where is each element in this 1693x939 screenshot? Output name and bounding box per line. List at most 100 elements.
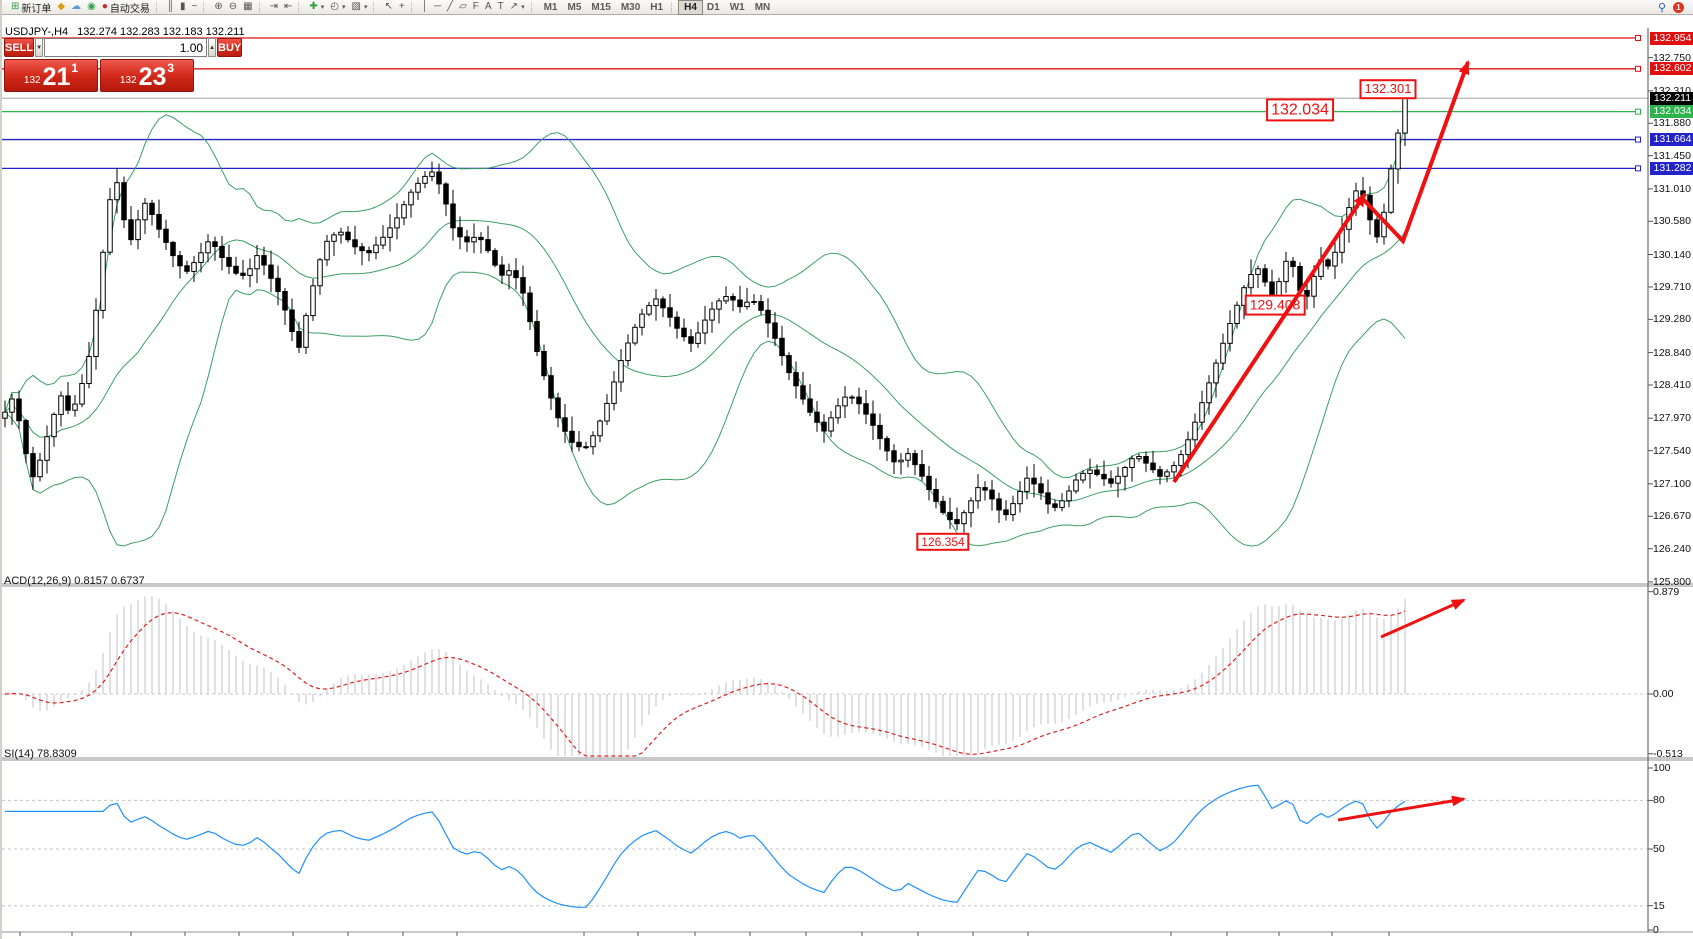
toolbar-separator bbox=[298, 1, 303, 13]
arrows-button[interactable]: ↗ ▾ bbox=[507, 1, 528, 14]
timeframe-H4[interactable]: H4 bbox=[678, 0, 703, 15]
timeframe-M5[interactable]: M5 bbox=[567, 1, 582, 13]
community-button[interactable]: ☁ bbox=[68, 1, 84, 14]
price-annotation-132.034[interactable]: 132.034 bbox=[1266, 98, 1334, 122]
macd-legend: ACD(12,26,9) 0.8157 0.6737 bbox=[4, 575, 145, 587]
volume-decrease-button[interactable]: ▼ bbox=[35, 38, 44, 57]
volume-increase-button[interactable]: ▲ bbox=[208, 38, 217, 57]
gold-button[interactable]: ◆ bbox=[54, 1, 68, 14]
sell-button[interactable]: SELL bbox=[4, 38, 35, 57]
vertical-line-button[interactable]: │ bbox=[419, 1, 431, 14]
indicators-button[interactable]: ✚ ▾ bbox=[306, 1, 327, 14]
zoom-out-button[interactable]: ⊖ bbox=[226, 1, 240, 14]
symbol-period-label: USDJPY-,H4 bbox=[5, 26, 69, 38]
cursor-icon: ↖ bbox=[384, 1, 393, 12]
timeframe-D1[interactable]: D1 bbox=[706, 1, 720, 13]
dropdown-caret-icon: ▾ bbox=[363, 4, 368, 11]
ask-fraction: 3 bbox=[167, 61, 175, 75]
timeframe-MN[interactable]: MN bbox=[754, 1, 771, 13]
time-axis[interactable] bbox=[2, 921, 1648, 939]
ask-pips: 23 bbox=[138, 63, 167, 91]
ask-big-figure: 132 bbox=[119, 75, 137, 86]
tile-windows-button[interactable]: ▦ bbox=[240, 1, 255, 14]
dropdown-caret-icon: ▾ bbox=[341, 4, 346, 11]
periods-button[interactable]: ◴ ▾ bbox=[327, 1, 348, 14]
crosshair-icon: + bbox=[398, 1, 405, 12]
notifications-icon[interactable]: 1 bbox=[1673, 1, 1684, 13]
text-icon: A bbox=[484, 1, 492, 12]
chart-title: USDJPY-,H4 132.274 132.283 132.183 132.21… bbox=[5, 26, 245, 38]
one-click-trading-panel: SELL ▼ ▲ BUY 132 21 1 132 23 3 bbox=[4, 38, 243, 92]
search-icon[interactable]: ⚲ bbox=[1657, 1, 1666, 14]
text-label-icon: T bbox=[497, 1, 504, 12]
dropdown-caret-icon: ▾ bbox=[320, 4, 325, 11]
zoom-in-icon: ⊕ bbox=[214, 1, 223, 12]
trend-arrows bbox=[1172, 60, 1470, 822]
signals-icon: ◉ bbox=[87, 1, 96, 12]
horizontal-line-icon: ─ bbox=[433, 1, 442, 12]
buy-button[interactable]: BUY bbox=[217, 38, 243, 57]
toolbar-separator bbox=[155, 1, 161, 13]
price-annotation-126.354[interactable]: 126.354 bbox=[916, 532, 970, 552]
equidistant-channel-icon: ▱ bbox=[459, 1, 467, 12]
timeframe-M15[interactable]: M15 bbox=[591, 1, 611, 13]
autotrading-button[interactable]: ● 自动交易 bbox=[99, 1, 153, 15]
ohlc-values: 132.274 132.283 132.183 132.211 bbox=[77, 26, 245, 38]
ask-price-tile[interactable]: 132 23 3 bbox=[100, 59, 194, 92]
volume-input[interactable] bbox=[44, 38, 208, 57]
text-label-button[interactable]: T bbox=[495, 1, 507, 14]
price-annotation-129.408[interactable]: 129.408 bbox=[1244, 294, 1306, 316]
arrows-icon: ↗ bbox=[509, 1, 519, 12]
templates-button[interactable]: ▧ ▾ bbox=[349, 1, 371, 14]
chart-area[interactable]: 132.750 132.310 131.880 131.450 131.010 130.5… bbox=[2, 14, 1693, 939]
candlestick-chart-button[interactable]: ▮ bbox=[177, 1, 189, 14]
fibonacci-button[interactable]: F bbox=[470, 1, 482, 14]
bid-big-figure: 132 bbox=[23, 75, 41, 86]
zoom-out-icon: ⊖ bbox=[228, 1, 238, 12]
new-order-button[interactable]: ⊞ 新订单 bbox=[8, 1, 54, 15]
chart-canvas bbox=[2, 28, 1693, 936]
cursor-button[interactable]: ↖ bbox=[381, 1, 395, 14]
rsi-scale-label: 0 bbox=[1653, 924, 1659, 936]
timeframe-M30[interactable]: M30 bbox=[620, 1, 641, 13]
toolbar-separator bbox=[410, 1, 416, 13]
toolbar-separator bbox=[203, 1, 208, 13]
trendline-button[interactable]: ╱ bbox=[444, 1, 456, 14]
toolbar-separator bbox=[258, 1, 264, 13]
toolbar-separator bbox=[671, 1, 676, 13]
signals-button[interactable]: ◉ bbox=[84, 1, 99, 14]
timeframe-W1[interactable]: W1 bbox=[729, 1, 745, 13]
timeframe-M1[interactable]: M1 bbox=[543, 1, 558, 13]
zoom-in-button[interactable]: ⊕ bbox=[211, 1, 225, 14]
toolbar: ⊞ 新订单 ◆ ☁ ◉ ● 自动交易 ║ ▮ ~ ⊕ ⊖ ▦ ⇥ ⇤ ✚ ▾ ◴ ▾ ▧ ▾ ↖ + │ ─ ╱ ▱ F A T ↗ ▾ M1 M… bbox=[2, 0, 1693, 15]
new-order-icon: ⊞ bbox=[11, 1, 20, 12]
indicators-icon: ✚ bbox=[309, 1, 318, 12]
toolbar-right: ⚲ 1 bbox=[1658, 1, 1693, 14]
price-annotation-132.301[interactable]: 132.301 bbox=[1359, 79, 1417, 99]
dropdown-caret-icon: ▾ bbox=[521, 4, 525, 11]
tile-windows-icon: ▦ bbox=[243, 1, 253, 12]
vertical-line-icon: │ bbox=[421, 1, 428, 12]
templates-icon: ▧ bbox=[351, 1, 361, 12]
fibonacci-icon: F bbox=[472, 1, 479, 12]
text-button[interactable]: A bbox=[482, 1, 495, 14]
line-chart-button[interactable]: ~ bbox=[188, 1, 200, 14]
gold-icon: ◆ bbox=[57, 1, 66, 12]
equidistant-channel-button[interactable]: ▱ bbox=[456, 1, 470, 14]
chart-shift-button[interactable]: ⇤ bbox=[281, 1, 295, 14]
autotrading-icon: ● bbox=[101, 1, 108, 12]
horizontal-line-button[interactable]: ─ bbox=[431, 1, 444, 14]
price-axis[interactable] bbox=[1649, 14, 1693, 920]
bid-fraction: 1 bbox=[71, 61, 79, 75]
auto-scroll-button[interactable]: ⇥ bbox=[267, 1, 281, 14]
autotrading-label: 自动交易 bbox=[109, 3, 150, 15]
bid-price-tile[interactable]: 132 21 1 bbox=[4, 59, 98, 92]
bar-chart-button[interactable]: ║ bbox=[164, 1, 177, 14]
rsi-legend: SI(14) 78.8309 bbox=[4, 748, 77, 760]
bar-chart-icon: ║ bbox=[166, 1, 174, 12]
timeframe-H1[interactable]: H1 bbox=[650, 1, 664, 13]
chart-shift-icon: ⇤ bbox=[283, 1, 293, 12]
periods-icon: ◴ bbox=[330, 1, 339, 12]
crosshair-button[interactable]: + bbox=[396, 1, 408, 14]
